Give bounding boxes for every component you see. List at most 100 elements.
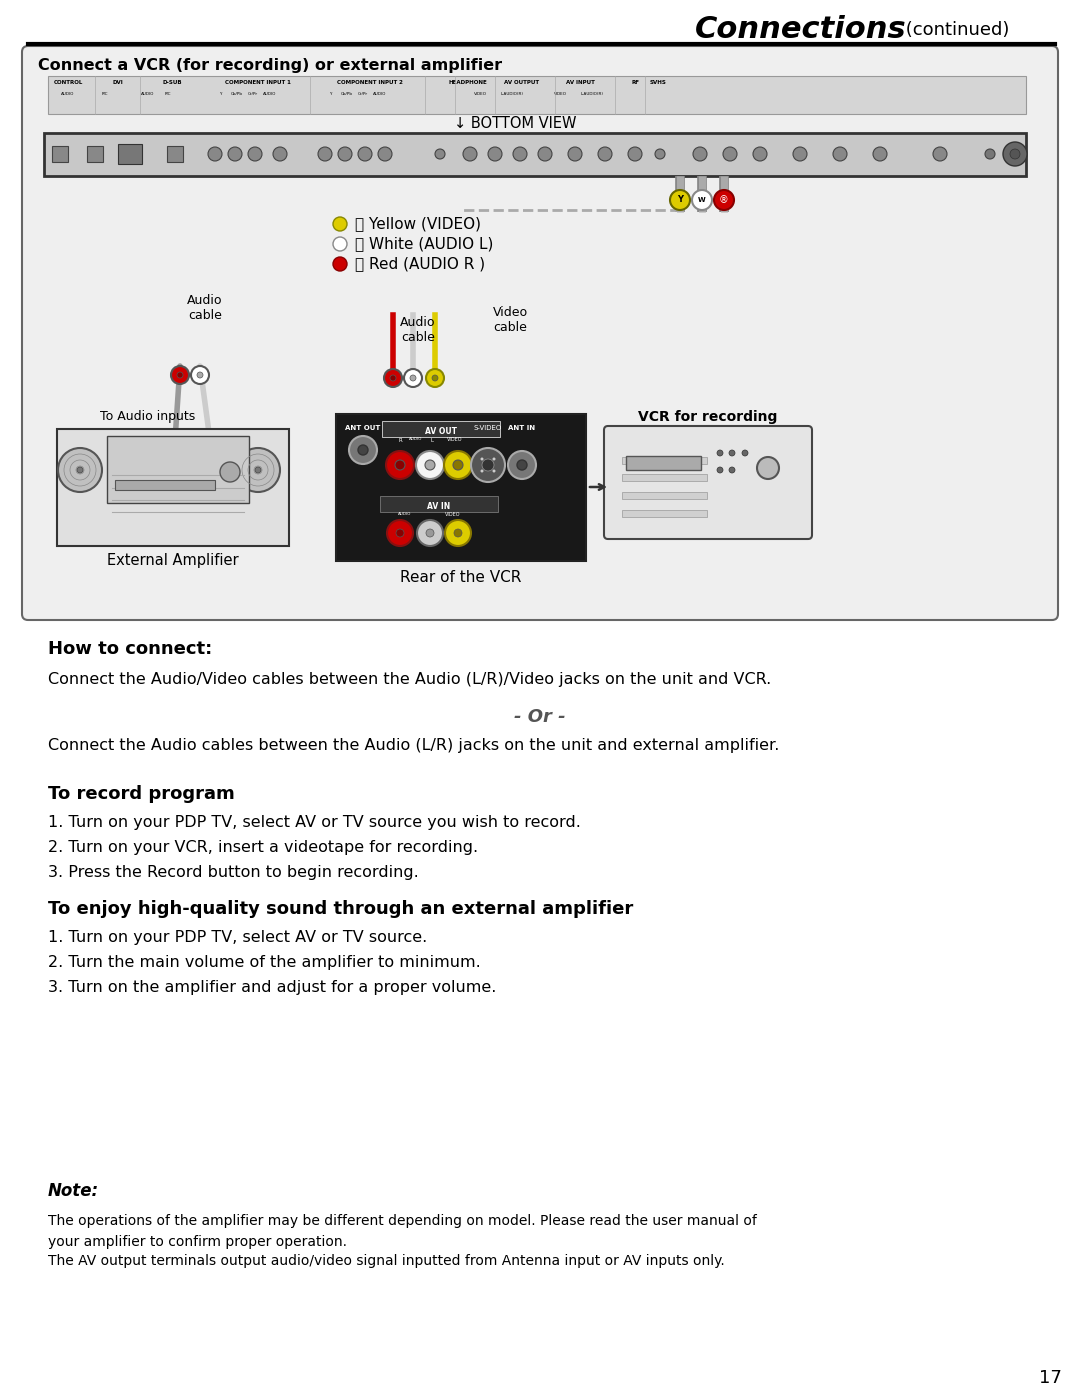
Text: To enjoy high-quality sound through an external amplifier: To enjoy high-quality sound through an e… bbox=[48, 900, 633, 918]
Text: Audio
cable: Audio cable bbox=[401, 316, 435, 344]
Text: Cb/Pb: Cb/Pb bbox=[231, 92, 243, 96]
Circle shape bbox=[248, 147, 262, 161]
Circle shape bbox=[481, 469, 484, 472]
Text: ANT OUT: ANT OUT bbox=[346, 425, 380, 432]
FancyBboxPatch shape bbox=[87, 147, 103, 162]
Circle shape bbox=[517, 460, 527, 469]
Circle shape bbox=[717, 467, 723, 474]
Text: The AV output terminals output audio/video signal inputted from Antenna input or: The AV output terminals output audio/vid… bbox=[48, 1255, 725, 1268]
FancyBboxPatch shape bbox=[114, 481, 215, 490]
Circle shape bbox=[568, 147, 582, 161]
Circle shape bbox=[357, 446, 368, 455]
FancyBboxPatch shape bbox=[622, 510, 707, 517]
Text: RF: RF bbox=[631, 80, 639, 85]
Circle shape bbox=[488, 147, 502, 161]
FancyBboxPatch shape bbox=[622, 492, 707, 499]
Text: To record program: To record program bbox=[48, 785, 234, 803]
Circle shape bbox=[723, 147, 737, 161]
Circle shape bbox=[598, 147, 612, 161]
Circle shape bbox=[333, 257, 347, 271]
Text: PIC: PIC bbox=[165, 92, 172, 96]
Text: AV INPUT: AV INPUT bbox=[566, 80, 594, 85]
Circle shape bbox=[753, 147, 767, 161]
Circle shape bbox=[482, 460, 494, 471]
Circle shape bbox=[692, 190, 712, 210]
Text: 3. Press the Record button to begin recording.: 3. Press the Record button to begin reco… bbox=[48, 865, 419, 880]
Circle shape bbox=[171, 366, 189, 384]
Text: How to connect:: How to connect: bbox=[48, 640, 213, 658]
FancyBboxPatch shape bbox=[57, 429, 289, 546]
Text: HEADPHONE: HEADPHONE bbox=[448, 80, 487, 85]
Text: ⓨ Yellow (VIDEO): ⓨ Yellow (VIDEO) bbox=[355, 217, 481, 232]
Circle shape bbox=[384, 369, 402, 387]
Text: AUDIO: AUDIO bbox=[62, 92, 75, 96]
FancyBboxPatch shape bbox=[48, 75, 1026, 115]
Text: VIDEO: VIDEO bbox=[445, 511, 461, 517]
Text: AUDIO: AUDIO bbox=[141, 92, 154, 96]
Text: VIDEO: VIDEO bbox=[554, 92, 567, 96]
Text: Audio
cable: Audio cable bbox=[187, 293, 222, 321]
Circle shape bbox=[742, 450, 748, 455]
Text: AUDIO: AUDIO bbox=[374, 92, 387, 96]
Circle shape bbox=[191, 366, 210, 384]
Circle shape bbox=[717, 450, 723, 455]
FancyBboxPatch shape bbox=[626, 455, 701, 469]
Circle shape bbox=[513, 147, 527, 161]
Circle shape bbox=[416, 451, 444, 479]
Text: L-AUDIO(R): L-AUDIO(R) bbox=[500, 92, 524, 96]
Circle shape bbox=[395, 460, 405, 469]
FancyBboxPatch shape bbox=[622, 457, 707, 464]
Text: CONTROL: CONTROL bbox=[53, 80, 83, 85]
Circle shape bbox=[208, 147, 222, 161]
Text: 3. Turn on the amplifier and adjust for a proper volume.: 3. Turn on the amplifier and adjust for … bbox=[48, 981, 497, 995]
Text: your amplifier to confirm proper operation.: your amplifier to confirm proper operati… bbox=[48, 1235, 347, 1249]
Circle shape bbox=[220, 462, 240, 482]
Circle shape bbox=[228, 147, 242, 161]
Circle shape bbox=[873, 147, 887, 161]
Text: Y: Y bbox=[328, 92, 332, 96]
Text: - Or -: - Or - bbox=[514, 708, 566, 726]
Circle shape bbox=[654, 149, 665, 159]
FancyBboxPatch shape bbox=[22, 46, 1058, 620]
FancyBboxPatch shape bbox=[44, 133, 1026, 176]
Circle shape bbox=[255, 467, 261, 474]
Circle shape bbox=[729, 450, 735, 455]
Text: Note:: Note: bbox=[48, 1182, 99, 1200]
Circle shape bbox=[729, 467, 735, 474]
Circle shape bbox=[1010, 149, 1020, 159]
FancyBboxPatch shape bbox=[380, 496, 498, 511]
Circle shape bbox=[435, 149, 445, 159]
Text: Connect the Audio cables between the Audio (L/R) jacks on the unit and external : Connect the Audio cables between the Aud… bbox=[48, 738, 780, 753]
Text: The operations of the amplifier may be different depending on model. Please read: The operations of the amplifier may be d… bbox=[48, 1214, 757, 1228]
Circle shape bbox=[538, 147, 552, 161]
Circle shape bbox=[333, 217, 347, 231]
Circle shape bbox=[177, 372, 183, 379]
Text: VCR for recording: VCR for recording bbox=[638, 409, 778, 425]
FancyBboxPatch shape bbox=[604, 426, 812, 539]
Text: 2. Turn on your VCR, insert a videotape for recording.: 2. Turn on your VCR, insert a videotape … bbox=[48, 840, 478, 855]
Circle shape bbox=[404, 369, 422, 387]
Circle shape bbox=[390, 374, 396, 381]
Circle shape bbox=[670, 190, 690, 210]
Circle shape bbox=[793, 147, 807, 161]
FancyBboxPatch shape bbox=[167, 147, 183, 162]
Circle shape bbox=[444, 451, 472, 479]
Text: VIDEO: VIDEO bbox=[447, 437, 462, 441]
Circle shape bbox=[833, 147, 847, 161]
Circle shape bbox=[933, 147, 947, 161]
Text: External Amplifier: External Amplifier bbox=[107, 553, 239, 569]
Text: AUDIO: AUDIO bbox=[399, 511, 411, 515]
Text: 1. Turn on your PDP TV, select AV or TV source you wish to record.: 1. Turn on your PDP TV, select AV or TV … bbox=[48, 814, 581, 830]
Text: ⓩ White (AUDIO L): ⓩ White (AUDIO L) bbox=[355, 236, 494, 251]
Circle shape bbox=[273, 147, 287, 161]
Text: W: W bbox=[698, 197, 706, 203]
Circle shape bbox=[197, 372, 203, 379]
Circle shape bbox=[386, 451, 414, 479]
Text: Connect the Audio/Video cables between the Audio (L/R)/Video jacks on the unit a: Connect the Audio/Video cables between t… bbox=[48, 672, 771, 687]
Text: COMPONENT INPUT 1: COMPONENT INPUT 1 bbox=[225, 80, 291, 85]
Text: ANT IN: ANT IN bbox=[509, 425, 536, 432]
Text: AV OUTPUT: AV OUTPUT bbox=[504, 80, 540, 85]
FancyBboxPatch shape bbox=[52, 147, 68, 162]
Text: L-AUDIO(R): L-AUDIO(R) bbox=[581, 92, 604, 96]
Circle shape bbox=[387, 520, 413, 546]
